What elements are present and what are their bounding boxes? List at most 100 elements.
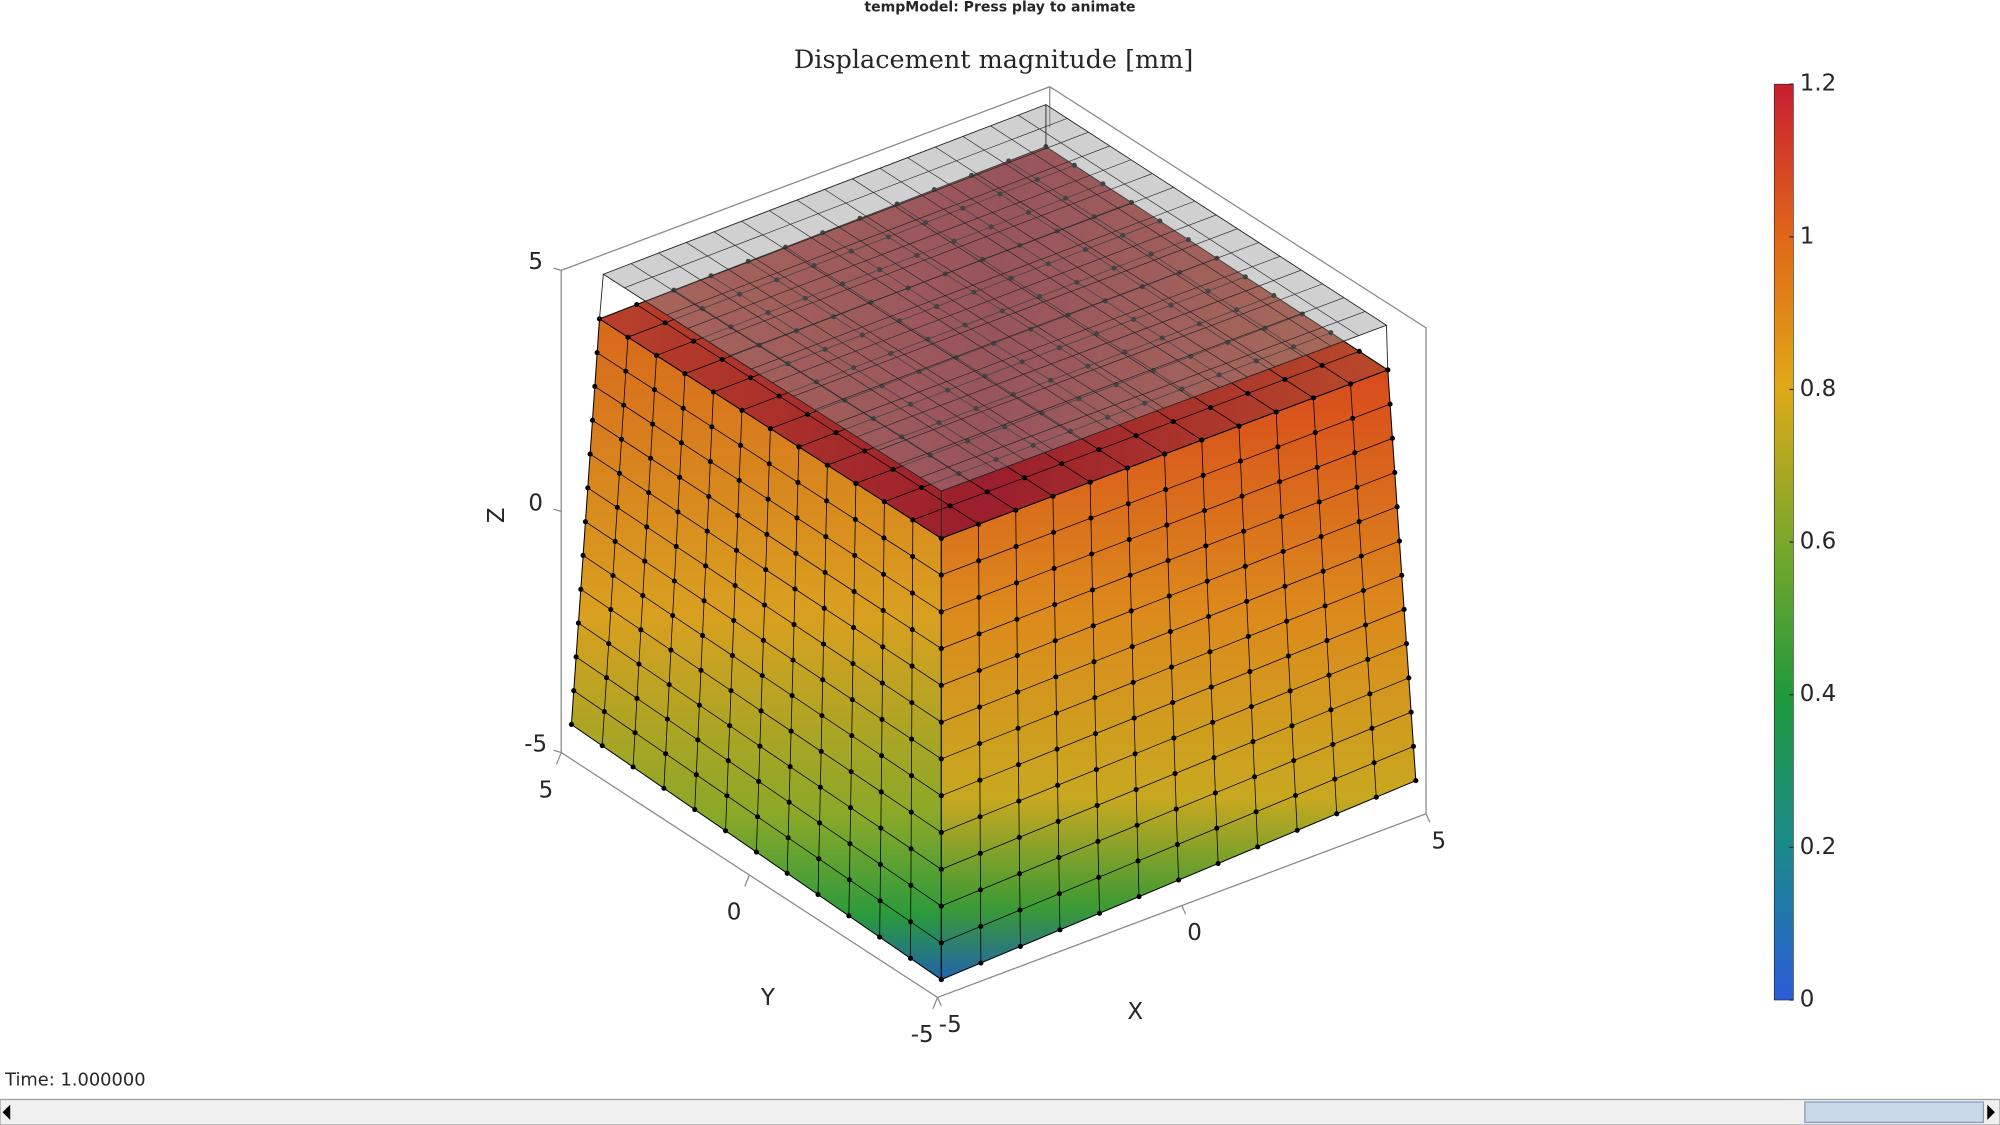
- mesh-node: [1087, 479, 1093, 485]
- y-tick-label: 0: [727, 900, 742, 926]
- mesh-node: [936, 420, 942, 426]
- mesh-node: [820, 677, 826, 683]
- deformed-mesh: [568, 104, 1419, 983]
- slider-track[interactable]: [0, 1098, 2000, 1125]
- mesh-node: [1241, 528, 1247, 534]
- mesh-node: [1053, 710, 1059, 716]
- mesh-node: [788, 728, 794, 734]
- mesh-node: [706, 493, 712, 499]
- mesh-node: [1161, 451, 1168, 457]
- mesh-node: [1111, 265, 1117, 271]
- mesh-node: [1013, 580, 1020, 586]
- slider-right-arrow[interactable]: [1987, 1104, 1995, 1120]
- mesh-node: [908, 846, 914, 852]
- slider-thumb[interactable]: [1804, 1101, 1985, 1124]
- mesh-node: [650, 421, 656, 427]
- mesh-node: [1056, 891, 1062, 897]
- mesh-node: [785, 835, 791, 841]
- mesh-node: [664, 716, 670, 722]
- mesh-node: [1017, 907, 1023, 913]
- mesh-node: [846, 913, 852, 919]
- mesh-node: [1013, 507, 1019, 513]
- z-tick: [553, 508, 562, 513]
- mesh-node: [707, 459, 713, 465]
- mesh-node: [1287, 688, 1293, 694]
- mesh-node: [938, 719, 944, 725]
- mesh-node: [1354, 484, 1360, 490]
- mesh-node: [1167, 629, 1173, 635]
- colorbar-tick-label: 1: [1800, 223, 1815, 249]
- mesh-node: [1245, 390, 1251, 397]
- mesh-node: [1332, 776, 1338, 782]
- mesh-node: [585, 485, 591, 491]
- mesh-node: [646, 490, 652, 496]
- mesh-node: [962, 322, 968, 328]
- mesh-node: [1373, 794, 1379, 800]
- time-slider[interactable]: [0, 1098, 2000, 1125]
- undeformed-edge: [935, 146, 1276, 367]
- window-title: tempModel: Press play to animate: [864, 0, 1135, 16]
- mesh-node: [573, 654, 579, 660]
- mesh-node: [1211, 755, 1217, 761]
- x-axis-label: X: [1127, 999, 1143, 1025]
- x-tick: [936, 997, 942, 1007]
- mesh-node: [859, 332, 865, 338]
- mesh-node: [1010, 391, 1016, 398]
- mesh-node: [1172, 771, 1178, 777]
- mesh-node: [938, 829, 944, 836]
- mesh-node: [1399, 572, 1405, 578]
- mesh-node: [709, 424, 715, 430]
- mesh-node: [603, 675, 610, 681]
- mesh-node: [1237, 458, 1244, 464]
- mesh-node: [821, 605, 827, 611]
- mesh-node: [938, 572, 944, 578]
- mesh-node: [795, 479, 801, 485]
- mesh-node: [1163, 487, 1169, 493]
- mesh-node: [692, 806, 698, 813]
- mesh-node: [1215, 860, 1221, 867]
- mesh-node: [879, 680, 885, 686]
- mesh-node: [1148, 251, 1154, 257]
- mesh-node: [1236, 423, 1242, 429]
- mesh-node: [977, 887, 984, 893]
- mesh-node: [784, 870, 790, 876]
- mesh-node: [877, 898, 883, 904]
- mesh-node: [699, 305, 705, 312]
- mesh-node: [1330, 741, 1336, 748]
- mesh-node: [908, 809, 914, 815]
- undeformed-edge: [793, 228, 1238, 397]
- mesh-node: [661, 785, 667, 791]
- mesh-node: [1205, 288, 1211, 294]
- mesh-node: [691, 338, 697, 344]
- mesh-node: [1030, 442, 1036, 448]
- mesh-node: [819, 713, 825, 719]
- mesh-node: [1025, 209, 1032, 216]
- mesh-node: [1358, 553, 1364, 559]
- mesh-node: [1360, 588, 1366, 594]
- mesh-node: [1387, 401, 1393, 407]
- mesh-node: [1314, 464, 1320, 470]
- mesh-node: [735, 512, 741, 518]
- slider-left-arrow[interactable]: [2, 1104, 11, 1120]
- mesh-node: [1063, 195, 1069, 201]
- mesh-node: [1245, 633, 1251, 640]
- x-tick-label: 5: [1431, 828, 1446, 854]
- mesh-node: [1196, 321, 1202, 327]
- mesh-node: [1135, 858, 1141, 864]
- z-tick-label: -5: [524, 731, 547, 757]
- mesh-node: [1277, 479, 1283, 485]
- mesh-node: [877, 934, 883, 940]
- mesh-node: [1206, 613, 1212, 620]
- mesh-node: [1291, 344, 1297, 350]
- x-tick-label: -5: [939, 1012, 962, 1038]
- mesh-node: [1278, 514, 1284, 520]
- mesh-node: [625, 334, 631, 340]
- mesh-node: [1134, 822, 1140, 828]
- mesh-node: [1326, 672, 1332, 678]
- mesh-node: [1282, 583, 1288, 589]
- mesh-node: [1139, 284, 1145, 290]
- mesh-node: [1125, 501, 1131, 507]
- mesh-node: [1067, 428, 1073, 434]
- mesh-node: [1136, 894, 1142, 900]
